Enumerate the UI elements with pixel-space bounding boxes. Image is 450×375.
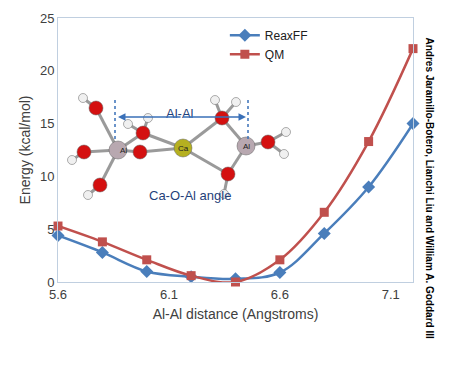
- svg-text:6.1: 6.1: [160, 287, 178, 302]
- svg-text:10: 10: [40, 169, 54, 184]
- svg-text:Energy (kcal/mol): Energy (kcal/mol): [17, 96, 33, 205]
- svg-text:Al-Al distance (Angstroms): Al-Al distance (Angstroms): [153, 306, 319, 322]
- svg-text:6.6: 6.6: [271, 287, 289, 302]
- svg-text:Ca-O-Al angle: Ca-O-Al angle: [149, 188, 231, 203]
- svg-text:0: 0: [47, 275, 54, 290]
- svg-text:5: 5: [47, 222, 54, 237]
- svg-text:Al: Al: [120, 146, 127, 155]
- svg-text:7.1: 7.1: [382, 287, 400, 302]
- svg-text:QM: QM: [265, 48, 284, 62]
- svg-text:Al-Al: Al-Al: [166, 106, 194, 121]
- svg-text:20: 20: [40, 63, 54, 78]
- svg-text:Ca: Ca: [178, 144, 189, 153]
- svg-text:25: 25: [40, 11, 54, 26]
- svg-text:15: 15: [40, 116, 54, 131]
- svg-text:Andres Jaramillo-Botero, Lianc: Andres Jaramillo-Botero, Lianchi Liu and…: [424, 38, 435, 339]
- svg-text:Al: Al: [243, 142, 250, 151]
- svg-text:ReaxFF: ReaxFF: [265, 29, 308, 43]
- svg-text:5.6: 5.6: [49, 287, 67, 302]
